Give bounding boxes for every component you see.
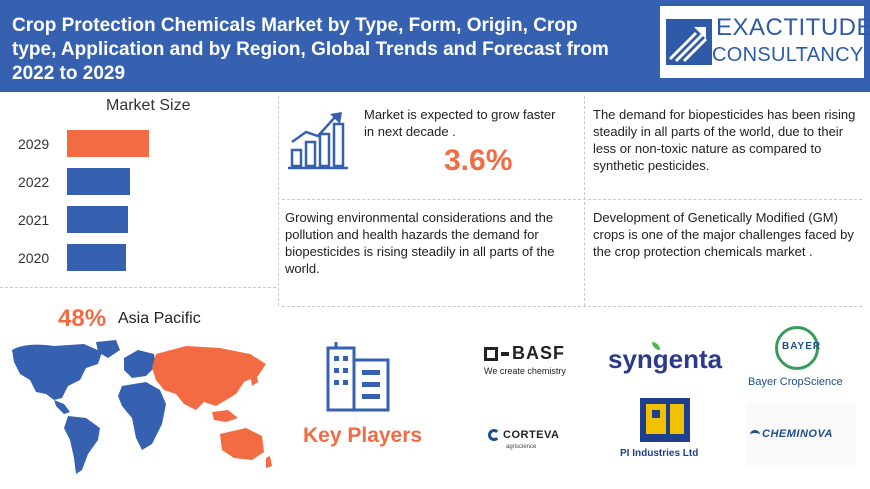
insight-biopesticides: The demand for biopesticides has been ri… [593, 107, 856, 173]
region-share: 48% [58, 305, 107, 332]
leaf-icon [652, 342, 660, 350]
divider [282, 306, 862, 307]
growth-rate: 3.6% [444, 144, 513, 177]
divider [584, 96, 585, 306]
rising-arrows-logo-icon [666, 19, 712, 65]
basf-square-icon [484, 346, 498, 361]
region-name: Asia Pacific [118, 310, 201, 327]
pi-industries-name: PI Industries Ltd [620, 448, 699, 459]
bar-chart-growth-icon [288, 112, 348, 170]
corteva-swirl-icon [488, 428, 500, 441]
bar-label-2020: 2020 [18, 250, 50, 266]
cheminova-swoosh-icon [750, 430, 760, 439]
bayer-name: Bayer CropScience [748, 376, 843, 388]
bar-label-2021: 2021 [18, 212, 50, 228]
bar-2029 [67, 130, 149, 157]
basf-logo: BASF We create chemistry [484, 343, 574, 376]
divider [0, 287, 276, 288]
bayer-seal-text: BAYER [782, 341, 822, 352]
insight-gm-crops: Development of Genetically Modified (GM)… [593, 210, 854, 259]
bar-2022 [67, 168, 130, 195]
basf-tagline: We create chemistry [484, 366, 566, 376]
bayer-cross-seal-icon: BAYER [775, 326, 822, 370]
insight-environmental: Growing environmental considerations and… [285, 210, 555, 276]
divider [282, 199, 862, 200]
logo-wordmark-top: EXACTITUDE [716, 14, 870, 41]
logo-wordmark-bottom: CONSULTANCY [712, 44, 864, 66]
report-title: Crop Protection Chemicals Market by Type… [12, 15, 609, 84]
world-map [12, 340, 272, 474]
cheminova-name: CHEMINOVA [762, 428, 833, 440]
office-building-icon [326, 342, 390, 412]
cheminova-logo: CHEMINOVA [746, 403, 856, 467]
bar-2020 [67, 244, 126, 271]
syngenta-name: syngenta [608, 344, 723, 374]
growth-text: Market is expected to grow faster in nex… [364, 107, 556, 139]
bar-2021 [67, 206, 128, 233]
header-banner: Crop Protection Chemicals Market by Type… [0, 0, 870, 92]
bayer-logo: BAYER Bayer CropScience [748, 326, 858, 390]
bar-label-2029: 2029 [18, 136, 50, 152]
corteva-name: CORTEVA [503, 428, 560, 441]
pi-industries-logo: PI Industries Ltd [618, 398, 714, 462]
company-logo: EXACTITUDE CONSULTANCY [660, 6, 870, 78]
bar-label-2022: 2022 [18, 174, 50, 190]
key-players-label: Key Players [303, 424, 423, 447]
basf-name: BASF [512, 343, 565, 363]
corteva-logo: CORTEVA agriscience [488, 426, 559, 450]
market-size-title: Market Size [106, 97, 191, 114]
divider [278, 96, 279, 306]
corteva-tagline: agriscience [506, 444, 537, 450]
syngenta-logo: syngenta [608, 342, 723, 375]
basf-dash-icon [501, 351, 509, 356]
pi-emblem-icon [640, 398, 690, 442]
